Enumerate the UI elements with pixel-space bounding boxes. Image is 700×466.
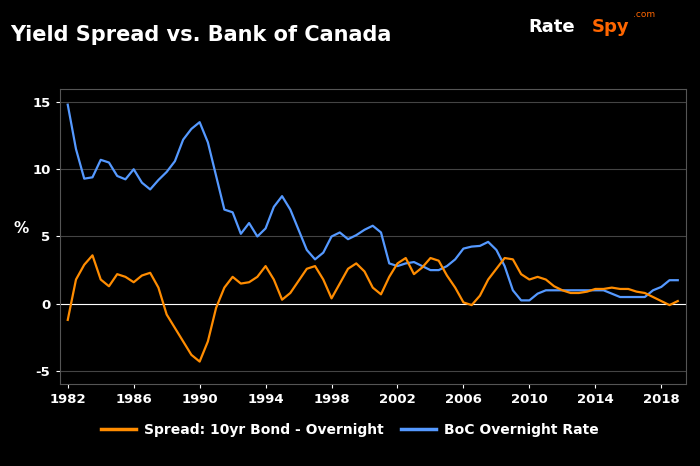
Legend: Spread: 10yr Bond - Overnight, BoC Overnight Rate: Spread: 10yr Bond - Overnight, BoC Overn… <box>96 418 604 442</box>
Text: Spy: Spy <box>592 19 629 36</box>
Text: Yield Spread vs. Bank of Canada: Yield Spread vs. Bank of Canada <box>10 25 392 45</box>
Y-axis label: %: % <box>13 221 29 237</box>
Text: Rate: Rate <box>528 19 575 36</box>
Text: .com: .com <box>634 10 656 19</box>
